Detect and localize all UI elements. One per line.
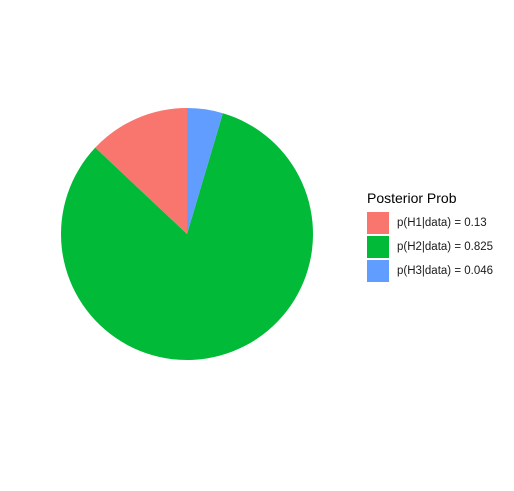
legend-item-h3: p(H3|data) = 0.046	[367, 259, 493, 283]
legend-label-h1: p(H1|data) = 0.13	[397, 217, 487, 229]
pie-slices	[61, 108, 314, 361]
legend-item-h1: p(H1|data) = 0.13	[367, 211, 493, 235]
legend: Posterior Prob p(H1|data) = 0.13 p(H2|da…	[367, 189, 493, 283]
legend-key-h2	[367, 236, 389, 258]
legend-key-h1	[367, 212, 389, 234]
pie-slice-h1	[95, 108, 187, 234]
legend-item-h2: p(H2|data) = 0.825	[367, 235, 493, 259]
legend-label-h2: p(H2|data) = 0.825	[397, 241, 494, 253]
pie-slice-h2	[61, 113, 314, 361]
pie-slice-h3	[187, 108, 223, 234]
legend-title: Posterior Prob	[367, 190, 457, 206]
legend-key-h3	[367, 260, 389, 282]
legend-label-h3: p(H3|data) = 0.046	[397, 265, 494, 277]
